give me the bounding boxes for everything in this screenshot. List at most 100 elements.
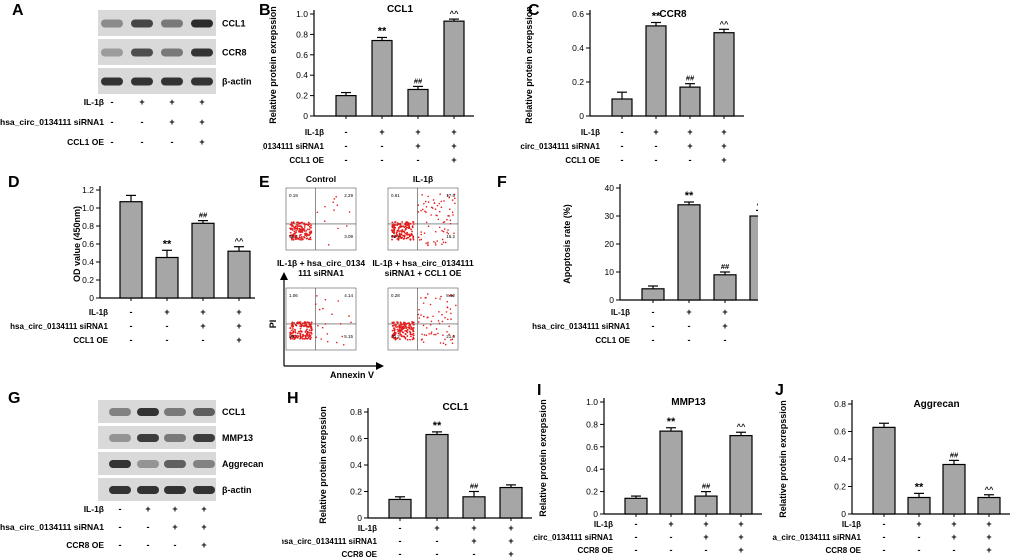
condition-sign: -: [883, 532, 886, 542]
condition-label: hsa_circ_0134111 siRNA1: [532, 322, 630, 331]
event-dot: [401, 221, 403, 223]
event-dot: [441, 230, 443, 232]
event-dot: [453, 193, 456, 196]
condition-sign: -: [202, 335, 205, 345]
panel-label-d: D: [8, 174, 20, 191]
event-dot: [441, 243, 443, 246]
condition-sign: +: [722, 307, 727, 317]
event-dot: [324, 323, 327, 325]
event-dot: [292, 331, 295, 334]
significance-label: **: [652, 11, 661, 23]
y-axis-label: Apoptosis rate (%): [562, 204, 572, 284]
event-dot: [394, 324, 397, 327]
condition-sign: -: [688, 321, 691, 331]
event-dot: [412, 221, 415, 223]
condition-sign: -: [141, 117, 144, 127]
condition-sign: +: [145, 504, 150, 514]
event-dot: [392, 322, 394, 325]
event-dot: [303, 325, 306, 327]
event-dot: [291, 223, 293, 226]
condition-sign: -: [130, 321, 133, 331]
event-dot: [299, 337, 302, 339]
event-dot: [298, 236, 301, 239]
y-tick-label: 0: [841, 509, 846, 519]
event-dot: [442, 221, 445, 224]
event-dot: [449, 219, 452, 222]
event-dot: [400, 334, 403, 336]
panel-label-j: J: [775, 382, 784, 399]
event-dot: [299, 321, 302, 324]
y-axis-label: Relative protein exrepssion: [524, 6, 534, 124]
event-dot: [400, 322, 402, 325]
event-dot: [402, 327, 405, 330]
event-dot: [425, 211, 427, 214]
event-dot: [303, 226, 306, 228]
event-dot: [291, 325, 294, 328]
condition-sign: +: [686, 307, 691, 317]
event-dot: [422, 315, 425, 318]
event-dot: [299, 238, 302, 241]
event-dot: [304, 337, 307, 340]
condition-sign: +: [451, 155, 456, 165]
event-dot: [438, 311, 440, 313]
bar-chart-i: MMP13 0 0.2 0.4 0.6 0.8 1.0 Relative protein ex…: [532, 397, 762, 555]
event-dot: [446, 218, 448, 221]
condition-sign: -: [635, 545, 638, 555]
y-tick-label: 0.8: [296, 29, 308, 39]
event-dot: [434, 208, 437, 210]
event-dot: [292, 233, 294, 236]
event-dot: [294, 330, 296, 333]
event-dot: [292, 221, 295, 223]
event-dot: [442, 342, 445, 345]
protein-band: [193, 434, 215, 442]
event-dot: [452, 214, 454, 216]
event-dot: [310, 322, 313, 325]
event-dot: [432, 199, 435, 201]
condition-sign: +: [172, 522, 177, 532]
event-dot: [310, 226, 312, 229]
event-dot: [303, 337, 306, 340]
quadrant-value: 5.15: [344, 334, 353, 339]
event-dot: [335, 341, 338, 344]
event-dot: [444, 316, 446, 319]
event-dot: [292, 238, 295, 241]
condition-sign: -: [381, 155, 384, 165]
event-dot: [304, 232, 307, 235]
event-dot: [411, 234, 413, 236]
event-dot: [412, 326, 415, 329]
event-dot: [289, 332, 292, 335]
event-dot: [450, 312, 452, 315]
chart-title: Aggrecan: [913, 399, 959, 410]
condition-sign: -: [670, 545, 673, 555]
panel-label-b: B: [259, 2, 271, 19]
protein-band: [161, 19, 183, 28]
event-dot: [401, 326, 404, 328]
condition-sign: +: [471, 523, 476, 533]
protein-band: [109, 434, 131, 442]
y-tick-label: 0.6: [586, 442, 598, 452]
protein-band: [137, 408, 159, 416]
event-dot: [289, 336, 292, 339]
protein-band: [191, 19, 213, 28]
band-label: β-actin: [222, 485, 252, 495]
event-dot: [404, 329, 407, 332]
event-dot: [310, 329, 313, 332]
event-dot: [424, 210, 426, 213]
condition-sign: +: [703, 532, 708, 542]
bar: [462, 496, 486, 519]
condition-sign: -: [436, 549, 439, 558]
event-dot: [299, 333, 302, 336]
event-dot: [429, 303, 432, 306]
event-dot: [412, 330, 415, 333]
event-dot: [427, 225, 430, 228]
event-dot: [302, 334, 305, 337]
y-tick-label: 1.0: [296, 9, 308, 19]
bar: [942, 463, 966, 515]
band-label: CCL1: [222, 407, 246, 417]
significance-label: ##: [950, 450, 959, 459]
condition-sign: -: [166, 321, 169, 331]
condition-sign: +: [139, 97, 144, 107]
bar: [749, 215, 758, 301]
event-dot: [308, 323, 311, 326]
bar: [679, 86, 701, 117]
